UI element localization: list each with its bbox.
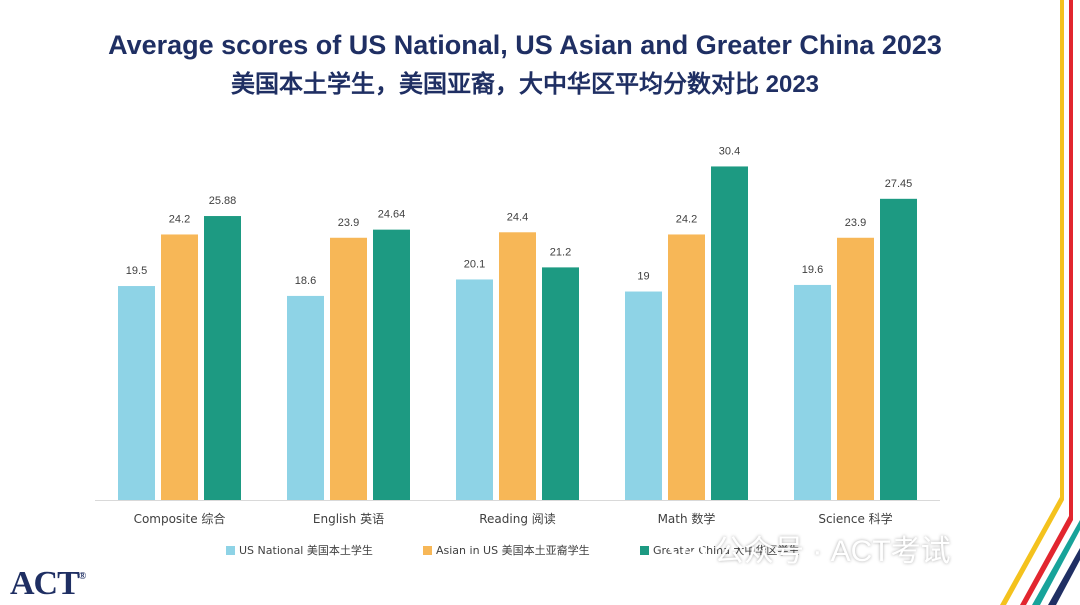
stripe-yellow — [1000, 0, 1064, 605]
data-label: 19.6 — [802, 264, 823, 276]
bar — [373, 229, 410, 500]
legend-swatch — [423, 546, 432, 555]
stripe-red — [1020, 0, 1073, 605]
act-logo: ACT® — [10, 565, 86, 602]
decorative-stripes — [1000, 0, 1080, 605]
data-label: 21.2 — [550, 246, 571, 258]
chart-subtitle: 美国本土学生，美国亚裔，大中华区平均分数对比 2023 — [230, 71, 820, 98]
bar — [287, 295, 324, 500]
data-label: 25.88 — [209, 195, 237, 207]
data-label: 19 — [637, 271, 649, 283]
category-label: Composite 综合 — [134, 511, 226, 526]
bar — [330, 237, 367, 500]
bar — [837, 237, 874, 500]
bar — [161, 234, 198, 500]
data-label: 18.6 — [295, 275, 316, 287]
category-label: Science 科学 — [818, 511, 892, 526]
bar — [456, 279, 493, 500]
bar — [118, 286, 155, 500]
data-label: 24.4 — [507, 211, 528, 223]
category-label: Reading 阅读 — [479, 512, 556, 526]
stripe-navy — [1048, 548, 1080, 605]
data-label: 24.2 — [169, 213, 190, 225]
data-label: 24.64 — [378, 209, 406, 221]
bar — [499, 232, 536, 500]
bar — [204, 216, 241, 501]
data-label: 23.9 — [338, 217, 359, 229]
bar — [711, 166, 748, 500]
data-label: 20.1 — [464, 258, 485, 270]
stripe-teal — [1032, 520, 1080, 605]
data-label: 24.2 — [676, 213, 697, 225]
data-label: 19.5 — [126, 265, 147, 277]
data-label: 30.4 — [719, 145, 740, 157]
bar — [880, 198, 917, 500]
bar — [542, 267, 579, 500]
bar — [625, 291, 662, 500]
watermark: 公众号 · ACT考试 — [668, 528, 951, 568]
chart-title: Average scores of US National, US Asian … — [108, 30, 942, 60]
watermark-text: 公众号 · ACT考试 — [714, 535, 951, 568]
category-label: Math 数学 — [658, 511, 716, 526]
bar — [794, 284, 831, 500]
data-label: 27.45 — [885, 178, 913, 190]
legend-label: Asian in US 美国本土亚裔学生 — [436, 543, 590, 557]
legend-swatch — [640, 546, 649, 555]
data-label: 23.9 — [845, 217, 866, 229]
legend-swatch — [226, 546, 235, 555]
legend-label: US National 美国本土学生 — [239, 543, 373, 557]
wechat-icon — [668, 534, 706, 562]
category-label: English 英语 — [313, 512, 384, 526]
bar — [668, 234, 705, 500]
